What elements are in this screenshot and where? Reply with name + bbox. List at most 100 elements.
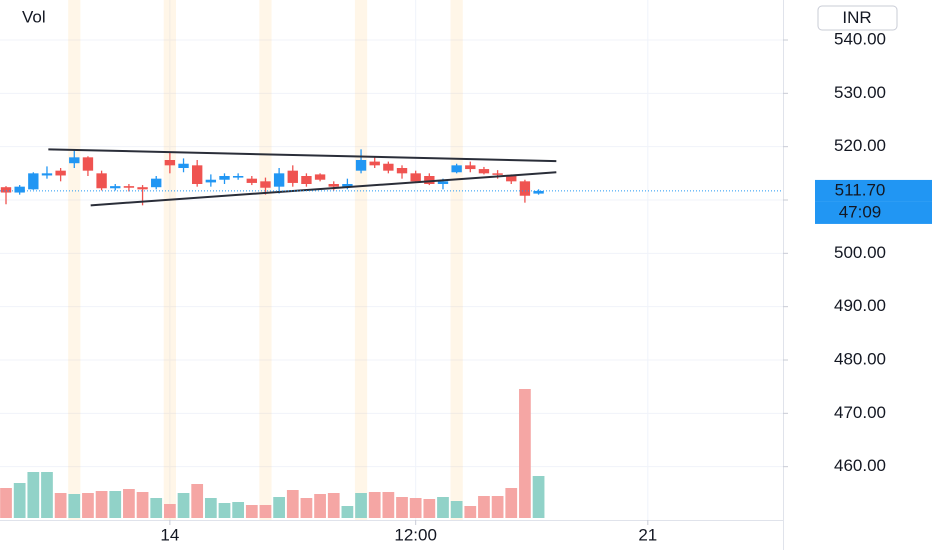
countdown-label: 47:09: [839, 202, 882, 221]
candle-body: [506, 176, 517, 182]
y-tick-label: 520.00: [834, 136, 886, 155]
x-tick-label: 12:00: [394, 525, 437, 544]
volume-bar: [300, 498, 313, 518]
candle-body: [151, 178, 162, 188]
candle-body: [492, 173, 503, 175]
candle-body: [273, 173, 285, 187]
y-tick-label: 490.00: [834, 296, 886, 315]
x-tick-label: 21: [638, 525, 657, 544]
y-tick-label: 540.00: [834, 29, 886, 48]
candle-body: [28, 173, 39, 190]
candle-body: [246, 178, 257, 183]
candle-body: [41, 173, 53, 176]
volume-bar: [478, 496, 490, 518]
candle-body: [369, 161, 380, 166]
volume-label: Vol: [22, 7, 46, 26]
volume-bar: [423, 499, 436, 518]
volume-bar: [191, 484, 204, 518]
candle-body: [533, 190, 544, 194]
candle-body: [69, 157, 80, 164]
back-layer: [0, 0, 783, 520]
volume-bar: [491, 496, 504, 518]
y-tick-label: 530.00: [834, 83, 886, 102]
trendline: [48, 148, 557, 163]
currency-button[interactable]: [817, 5, 898, 31]
session-band: [163, 0, 177, 520]
volume-bar: [314, 494, 326, 518]
volume-bar: [519, 389, 531, 518]
session-band: [68, 0, 81, 520]
candle-body: [14, 186, 25, 193]
volume-bar: [204, 498, 217, 518]
candle-body: [396, 168, 408, 174]
candle-body: [96, 173, 107, 189]
currency-label[interactable]: INR: [842, 8, 871, 27]
volume-bar: [0, 488, 12, 518]
volume-bar: [41, 472, 53, 518]
candle-body: [383, 163, 394, 171]
candle-body: [260, 181, 271, 188]
candle-body: [178, 163, 189, 168]
y-tick-label: 500.00: [834, 243, 886, 262]
session-band: [354, 0, 368, 520]
front-layer: 460.00 470.00 480.00 490.00 500.00 520.00 530.…: [160, 29, 932, 544]
volume-bar: [123, 489, 135, 518]
last-price-box: [815, 179, 932, 202]
volume-bar: [82, 493, 94, 518]
volume-bar: [13, 483, 26, 518]
candle-body: [287, 170, 298, 183]
candle-body: [410, 173, 421, 182]
candle-body: [232, 176, 244, 178]
candle-body: [82, 157, 94, 171]
countdown-box: [815, 201, 932, 224]
volume-bar: [136, 492, 149, 518]
candle-body: [314, 174, 326, 180]
candle-body: [137, 187, 148, 190]
candle-body: [355, 160, 367, 171]
volume-bar: [218, 503, 231, 518]
session-band: [450, 0, 463, 520]
volume-bar: [409, 498, 422, 518]
candle-body: [437, 181, 449, 184]
volume-bar: [273, 497, 285, 518]
candle-body: [123, 186, 135, 188]
candle-body: [478, 169, 490, 174]
volume-bar: [164, 504, 176, 518]
volume-bar: [450, 501, 463, 518]
candle-body: [465, 165, 476, 170]
candle-body: [451, 165, 462, 173]
volume-bar: [327, 493, 340, 518]
volume-bar: [355, 493, 367, 518]
y-tick-label: 470.00: [834, 403, 886, 422]
volume-bar: [437, 497, 449, 518]
volume-bar: [532, 476, 545, 518]
volume-bar: [109, 491, 122, 518]
candle-body: [164, 160, 176, 166]
candle-body: [328, 184, 339, 187]
x-tick-label: 14: [160, 525, 179, 544]
volume-bar: [177, 493, 190, 518]
candle-body: [519, 181, 531, 196]
candle-body: [219, 176, 230, 180]
volume-bar: [464, 506, 477, 518]
volume-bar: [68, 494, 81, 518]
last-price-label: 511.70: [835, 180, 886, 199]
candle-body: [191, 165, 203, 184]
candle-body: [342, 184, 353, 187]
volume-bar: [259, 505, 272, 518]
candle-body: [424, 176, 435, 184]
volume-bar: [505, 488, 518, 518]
volume-bar: [341, 506, 354, 518]
trendline: [90, 171, 557, 207]
candle-body: [301, 176, 312, 184]
volume-bar: [54, 493, 67, 518]
volume-bar: [396, 497, 408, 518]
session-band: [259, 0, 272, 520]
y-tick-label: 480.00: [834, 349, 886, 368]
volume-bar: [286, 490, 299, 518]
candle-body: [205, 179, 217, 183]
volume-bar: [368, 492, 381, 518]
y-tick-label: 460.00: [834, 456, 886, 475]
